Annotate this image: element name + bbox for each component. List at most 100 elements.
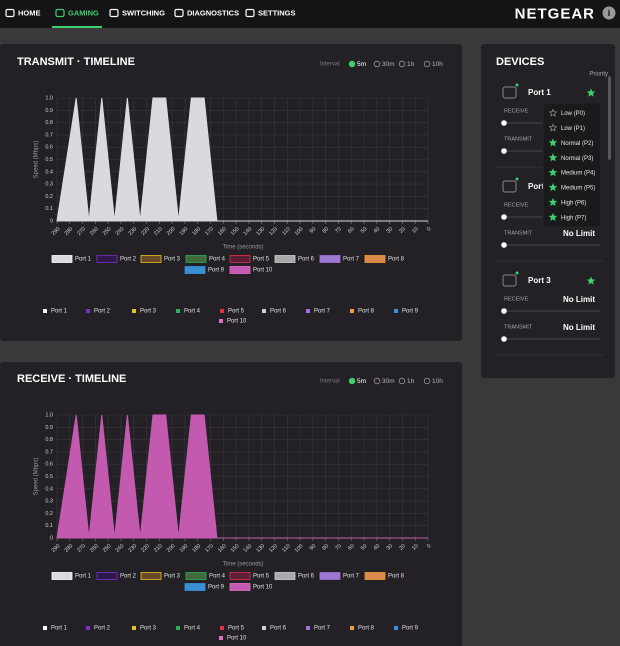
legend-label[interactable]: Port 6 bbox=[270, 626, 287, 632]
legend-dot[interactable] bbox=[132, 626, 136, 630]
legend-label[interactable]: Port 7 bbox=[343, 257, 360, 263]
legend-dot[interactable] bbox=[220, 626, 224, 630]
interval-radio[interactable] bbox=[423, 60, 431, 68]
legend-swatch[interactable] bbox=[319, 255, 341, 263]
legend-label[interactable]: Port 9 bbox=[208, 268, 225, 274]
legend-label[interactable]: Port 10 bbox=[227, 319, 247, 325]
legend-label[interactable]: Port 8 bbox=[388, 574, 405, 580]
priority-option[interactable]: High (P6) bbox=[561, 200, 586, 206]
interval-option[interactable]: 10h bbox=[432, 378, 443, 385]
interval-radio[interactable] bbox=[398, 377, 406, 385]
interval-option[interactable]: 5m bbox=[357, 378, 366, 385]
legend-label[interactable]: Port 2 bbox=[120, 574, 137, 580]
slider-thumb[interactable] bbox=[501, 148, 507, 154]
legend-swatch[interactable] bbox=[364, 255, 386, 263]
legend-label[interactable]: Port 10 bbox=[253, 268, 273, 274]
legend-dot[interactable] bbox=[176, 309, 180, 313]
legend-label[interactable]: Port 3 bbox=[164, 257, 181, 263]
legend-dot[interactable] bbox=[219, 319, 223, 323]
priority-option[interactable]: Medium (P5) bbox=[561, 186, 595, 192]
legend-dot[interactable] bbox=[306, 309, 310, 313]
legend-swatch[interactable] bbox=[274, 572, 296, 580]
legend-dot[interactable] bbox=[350, 626, 354, 630]
priority-option[interactable]: Low (P0) bbox=[561, 111, 585, 117]
legend-swatch[interactable] bbox=[185, 255, 207, 263]
legend-dot[interactable] bbox=[394, 626, 398, 630]
legend-swatch[interactable] bbox=[229, 583, 251, 591]
legend-label[interactable]: Port 9 bbox=[208, 585, 225, 591]
priority-option[interactable]: Normal (P3) bbox=[561, 156, 593, 162]
legend-swatch[interactable] bbox=[274, 255, 296, 263]
legend-swatch[interactable] bbox=[140, 255, 162, 263]
legend-dot[interactable] bbox=[262, 626, 266, 630]
legend-dot[interactable] bbox=[132, 309, 136, 313]
nav-item[interactable]: SETTINGS bbox=[258, 8, 296, 17]
legend-swatch[interactable] bbox=[229, 266, 251, 274]
legend-dot[interactable] bbox=[219, 636, 223, 640]
legend-label[interactable]: Port 1 bbox=[51, 309, 68, 315]
legend-swatch[interactable] bbox=[185, 572, 207, 580]
legend-label[interactable]: Port 3 bbox=[140, 626, 157, 632]
legend-label[interactable]: Port 8 bbox=[388, 257, 405, 263]
priority-star[interactable] bbox=[586, 88, 596, 97]
interval-radio[interactable] bbox=[373, 377, 381, 385]
legend-label[interactable]: Port 9 bbox=[402, 309, 419, 315]
legend-label[interactable]: Port 9 bbox=[402, 626, 419, 632]
legend-swatch[interactable] bbox=[229, 255, 251, 263]
legend-swatch[interactable] bbox=[96, 255, 118, 263]
legend-swatch[interactable] bbox=[184, 266, 206, 274]
slider-thumb[interactable] bbox=[501, 120, 507, 126]
legend-label[interactable]: Port 6 bbox=[270, 309, 287, 315]
priority-option[interactable]: Low (P1) bbox=[561, 126, 585, 132]
legend-label[interactable]: Port 3 bbox=[164, 574, 181, 580]
legend-label[interactable]: Port 1 bbox=[75, 257, 92, 263]
interval-option[interactable]: 30m bbox=[382, 61, 395, 68]
legend-swatch[interactable] bbox=[184, 583, 206, 591]
priority-star[interactable] bbox=[586, 276, 596, 285]
legend-dot[interactable] bbox=[262, 309, 266, 313]
legend-label[interactable]: Port 5 bbox=[253, 257, 270, 263]
interval-option[interactable]: 1h bbox=[407, 61, 415, 68]
interval-option[interactable]: 30m bbox=[382, 378, 395, 385]
legend-label[interactable]: Port 8 bbox=[358, 626, 375, 632]
priority-option[interactable]: High (P7) bbox=[561, 215, 586, 221]
legend-label[interactable]: Port 4 bbox=[209, 257, 226, 263]
legend-swatch[interactable] bbox=[229, 572, 251, 580]
legend-label[interactable]: Port 6 bbox=[298, 574, 315, 580]
legend-label[interactable]: Port 7 bbox=[314, 309, 331, 315]
legend-dot[interactable] bbox=[43, 626, 47, 630]
legend-label[interactable]: Port 3 bbox=[140, 309, 157, 315]
slider-thumb[interactable] bbox=[501, 336, 507, 342]
nav-item[interactable]: SWITCHING bbox=[122, 8, 165, 17]
legend-dot[interactable] bbox=[350, 309, 354, 313]
nav-item[interactable]: GAMING bbox=[68, 8, 99, 17]
legend-label[interactable]: Port 10 bbox=[227, 636, 247, 642]
info-icon[interactable] bbox=[602, 6, 616, 20]
legend-swatch[interactable] bbox=[51, 255, 73, 263]
priority-option[interactable]: Normal (P2) bbox=[561, 141, 593, 147]
legend-dot[interactable] bbox=[86, 309, 90, 313]
legend-dot[interactable] bbox=[176, 626, 180, 630]
legend-label[interactable]: Port 5 bbox=[228, 309, 245, 315]
legend-dot[interactable] bbox=[43, 309, 47, 313]
priority-option[interactable]: Medium (P4) bbox=[561, 171, 595, 177]
legend-swatch[interactable] bbox=[51, 572, 73, 580]
legend-label[interactable]: Port 7 bbox=[343, 574, 360, 580]
slider-thumb[interactable] bbox=[501, 214, 507, 220]
legend-label[interactable]: Port 2 bbox=[94, 309, 111, 315]
interval-radio[interactable] bbox=[348, 60, 356, 68]
interval-option[interactable]: 10h bbox=[432, 61, 443, 68]
legend-dot[interactable] bbox=[220, 309, 224, 313]
legend-label[interactable]: Port 4 bbox=[184, 309, 201, 315]
legend-label[interactable]: Port 7 bbox=[314, 626, 331, 632]
slider-thumb[interactable] bbox=[501, 242, 507, 248]
legend-label[interactable]: Port 2 bbox=[94, 626, 111, 632]
legend-label[interactable]: Port 2 bbox=[120, 257, 137, 263]
nav-item[interactable]: DIAGNOSTICS bbox=[187, 8, 239, 17]
legend-label[interactable]: Port 4 bbox=[184, 626, 201, 632]
legend-label[interactable]: Port 10 bbox=[253, 585, 273, 591]
legend-label[interactable]: Port 6 bbox=[298, 257, 315, 263]
legend-label[interactable]: Port 5 bbox=[228, 626, 245, 632]
interval-radio[interactable] bbox=[348, 377, 356, 385]
legend-label[interactable]: Port 8 bbox=[358, 309, 375, 315]
